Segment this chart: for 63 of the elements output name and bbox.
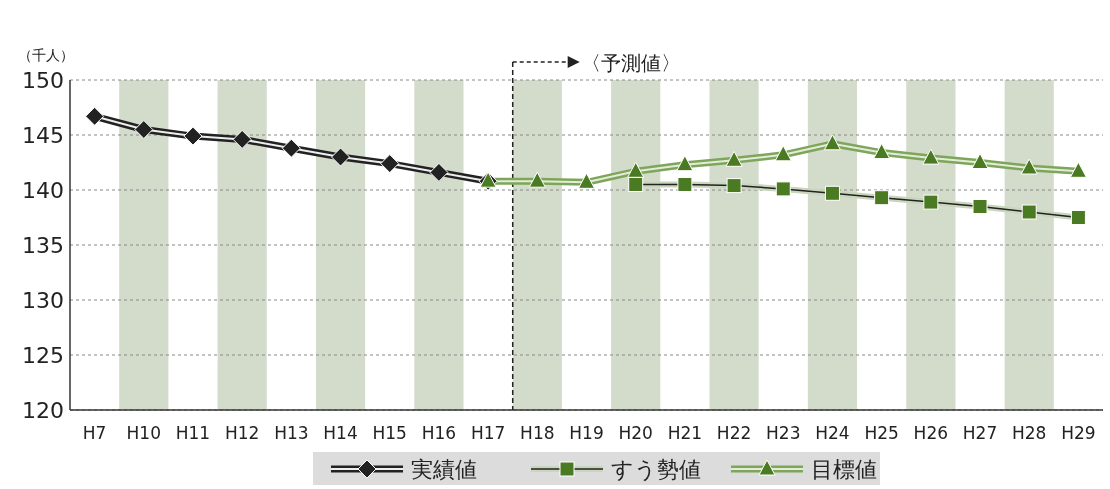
x-tick-label: H7	[82, 423, 107, 443]
point	[578, 172, 595, 189]
point	[380, 154, 400, 174]
x-tick-label: H16	[421, 423, 457, 443]
point	[1069, 161, 1087, 178]
point	[528, 171, 546, 188]
point	[183, 126, 203, 146]
y-tick-label: 125	[22, 343, 64, 368]
legend-label: すう勢値	[611, 457, 701, 482]
x-tick-label: H25	[864, 423, 899, 443]
point	[774, 145, 792, 162]
point	[232, 129, 252, 149]
x-tick-label: H14	[323, 423, 358, 443]
x-tick-label: H17	[470, 423, 506, 443]
x-tick-label: H28	[1012, 423, 1047, 443]
ref-line-label: 〈予測値〉	[580, 51, 681, 75]
x-tick-label: H21	[667, 423, 703, 443]
point	[874, 190, 890, 206]
point	[627, 161, 645, 178]
point	[134, 120, 154, 139]
x-tick-label: H18	[520, 423, 555, 443]
y-tick-label: 145	[22, 123, 64, 148]
point	[676, 155, 694, 172]
x-tick-label: H26	[913, 423, 949, 443]
x-tick-label: H27	[962, 423, 998, 443]
x-tick-label: H22	[716, 423, 752, 443]
x-tick-label: H23	[766, 423, 801, 443]
y-tick-label: 135	[22, 233, 64, 258]
legend-label: 実績値	[411, 457, 477, 482]
x-tick-label: H11	[175, 423, 211, 443]
x-tick-label: H20	[618, 423, 653, 443]
point	[824, 185, 840, 201]
point	[725, 150, 743, 167]
y-tick-label: 130	[22, 288, 64, 313]
point	[922, 148, 940, 165]
point	[281, 138, 301, 158]
point	[923, 194, 939, 210]
point	[677, 177, 693, 192]
point	[1070, 210, 1086, 225]
point	[1020, 158, 1038, 175]
x-tick-label: H10	[126, 423, 161, 443]
point	[726, 178, 742, 194]
x-tick-label: H12	[224, 423, 260, 443]
legend-label: 目標値	[811, 457, 877, 482]
point	[429, 162, 449, 182]
point	[331, 147, 351, 167]
x-tick-label: H19	[569, 423, 604, 443]
point	[628, 177, 644, 192]
x-tick-label: H13	[274, 423, 309, 443]
x-tick-label: H29	[1061, 423, 1096, 443]
point	[1021, 204, 1037, 220]
point	[85, 106, 105, 126]
x-tick-label: H24	[815, 423, 850, 443]
y-tick-label: 120	[22, 398, 64, 423]
y-axis-title: （千人）	[18, 47, 74, 63]
y-tick-label: 150	[22, 68, 64, 93]
point	[823, 134, 841, 151]
point	[775, 181, 791, 197]
x-tick-label: H15	[372, 423, 407, 443]
point	[873, 143, 891, 160]
point	[972, 199, 988, 214]
point	[971, 153, 989, 169]
y-tick-label: 140	[22, 178, 64, 203]
